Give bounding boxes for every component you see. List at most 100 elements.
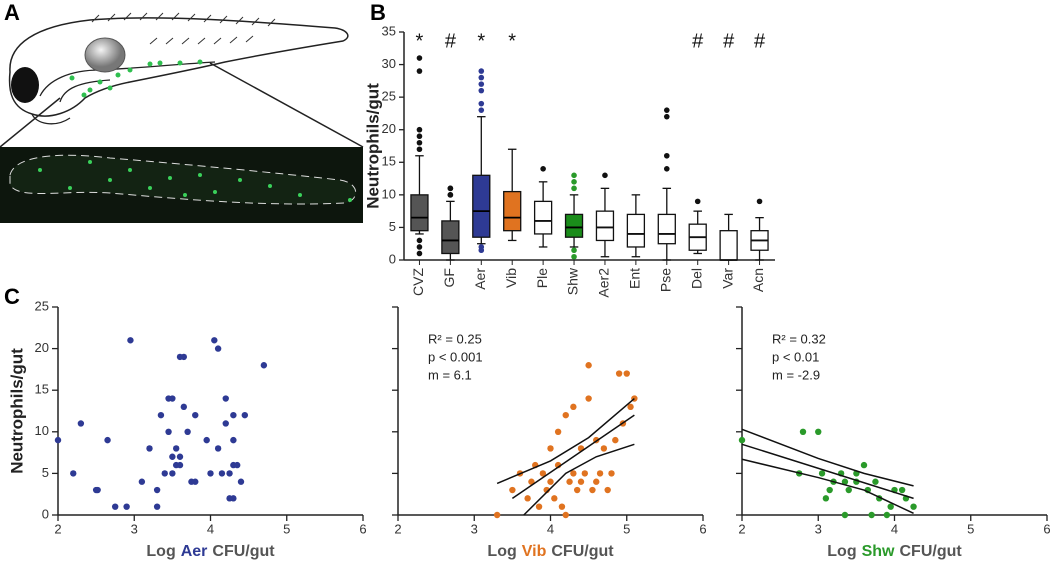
point bbox=[70, 470, 77, 477]
point bbox=[845, 486, 852, 494]
outlier bbox=[416, 139, 423, 146]
y-tick-label: 15 bbox=[35, 382, 49, 397]
outlier bbox=[571, 253, 577, 260]
point bbox=[54, 436, 62, 444]
point bbox=[214, 445, 222, 452]
y-tick-label: 30 bbox=[382, 56, 396, 71]
y-tick-label: 20 bbox=[35, 340, 49, 355]
regression-line bbox=[511, 414, 635, 499]
x-tick-label: 4 bbox=[207, 521, 214, 536]
point bbox=[570, 470, 577, 477]
point bbox=[539, 470, 547, 477]
point bbox=[138, 478, 146, 485]
x-axis-label: Log Vib CFU/gut bbox=[487, 543, 614, 560]
statistics-annotation: R² = 0.25 bbox=[428, 331, 482, 346]
point bbox=[161, 470, 168, 477]
x-tick-label: 6 bbox=[359, 521, 366, 536]
x-tick-label: Del bbox=[688, 268, 704, 289]
point bbox=[493, 511, 501, 519]
panel-label: A bbox=[4, 0, 20, 25]
x-tick-label: 3 bbox=[131, 521, 138, 536]
regression-line bbox=[741, 458, 914, 515]
outlier bbox=[478, 107, 485, 113]
point bbox=[841, 511, 849, 519]
point bbox=[547, 478, 554, 485]
point bbox=[558, 503, 566, 510]
point bbox=[818, 470, 826, 477]
x-tick-label: Ple bbox=[534, 268, 550, 288]
x-tick-label: CVZ bbox=[410, 268, 426, 296]
point bbox=[180, 403, 188, 411]
y-tick-label: 10 bbox=[35, 423, 49, 438]
point bbox=[570, 403, 577, 411]
point bbox=[562, 411, 569, 419]
point bbox=[612, 436, 619, 444]
x-label-suffix: CFU/gut bbox=[212, 543, 275, 560]
outlier bbox=[663, 152, 670, 159]
y-tick-label: 10 bbox=[382, 186, 396, 201]
point bbox=[883, 511, 891, 519]
point bbox=[589, 486, 596, 494]
statistics-annotation: R² = 0.32 bbox=[772, 331, 826, 346]
x-label-organism: Vib bbox=[522, 543, 547, 560]
y-tick-label: 5 bbox=[389, 219, 396, 234]
point bbox=[123, 503, 130, 510]
box bbox=[595, 210, 615, 242]
regression-line bbox=[523, 443, 635, 516]
panel-label: B bbox=[370, 0, 386, 25]
x-tick-label: 4 bbox=[891, 521, 898, 536]
point bbox=[176, 453, 184, 460]
significance-marker: # bbox=[723, 30, 735, 52]
x-tick-label: 2 bbox=[54, 521, 61, 536]
point bbox=[600, 445, 608, 452]
point bbox=[192, 411, 199, 419]
x-label-prefix: Log bbox=[146, 543, 175, 560]
otic-vesicle bbox=[84, 37, 126, 73]
outlier bbox=[663, 166, 670, 172]
point bbox=[604, 486, 611, 494]
box bbox=[626, 213, 646, 248]
x-tick-label: 5 bbox=[967, 521, 974, 536]
point bbox=[169, 470, 176, 477]
point bbox=[153, 486, 161, 494]
point bbox=[184, 428, 191, 435]
y-tick-label: 5 bbox=[42, 465, 49, 480]
point bbox=[535, 503, 543, 510]
x-tick-label: Pse bbox=[657, 268, 673, 292]
point bbox=[898, 486, 906, 494]
y-tick-label: 35 bbox=[382, 23, 396, 38]
point bbox=[146, 445, 153, 452]
outlier bbox=[478, 247, 485, 254]
point bbox=[260, 362, 268, 369]
outlier bbox=[478, 74, 485, 81]
point bbox=[111, 503, 119, 510]
outlier bbox=[416, 244, 423, 250]
x-tick-label: 6 bbox=[1043, 521, 1050, 536]
point bbox=[887, 503, 894, 510]
point bbox=[157, 411, 165, 419]
point bbox=[551, 495, 558, 502]
outlier bbox=[540, 166, 546, 172]
point bbox=[172, 445, 180, 452]
point bbox=[230, 411, 237, 419]
statistics-annotation: p < 0.01 bbox=[772, 349, 819, 364]
x-tick-label: Aer bbox=[472, 268, 488, 290]
outlier bbox=[602, 172, 608, 179]
x-tick-label: 5 bbox=[623, 521, 630, 536]
y-tick-label: 0 bbox=[389, 251, 396, 266]
zoom-line bbox=[209, 62, 364, 148]
point bbox=[94, 486, 101, 494]
y-tick-label: 0 bbox=[42, 506, 49, 521]
x-tick-label: 2 bbox=[394, 521, 401, 536]
outlier bbox=[416, 68, 423, 74]
x-tick-label: 3 bbox=[815, 521, 822, 536]
x-tick-label: 6 bbox=[699, 521, 706, 536]
y-tick-label: 25 bbox=[35, 298, 49, 313]
x-tick-label: 2 bbox=[738, 521, 745, 536]
x-label-prefix: Log bbox=[487, 543, 516, 560]
point bbox=[872, 478, 879, 485]
point bbox=[230, 495, 237, 502]
x-axis-label: Log Shw CFU/gut bbox=[827, 543, 962, 560]
point bbox=[214, 345, 222, 352]
